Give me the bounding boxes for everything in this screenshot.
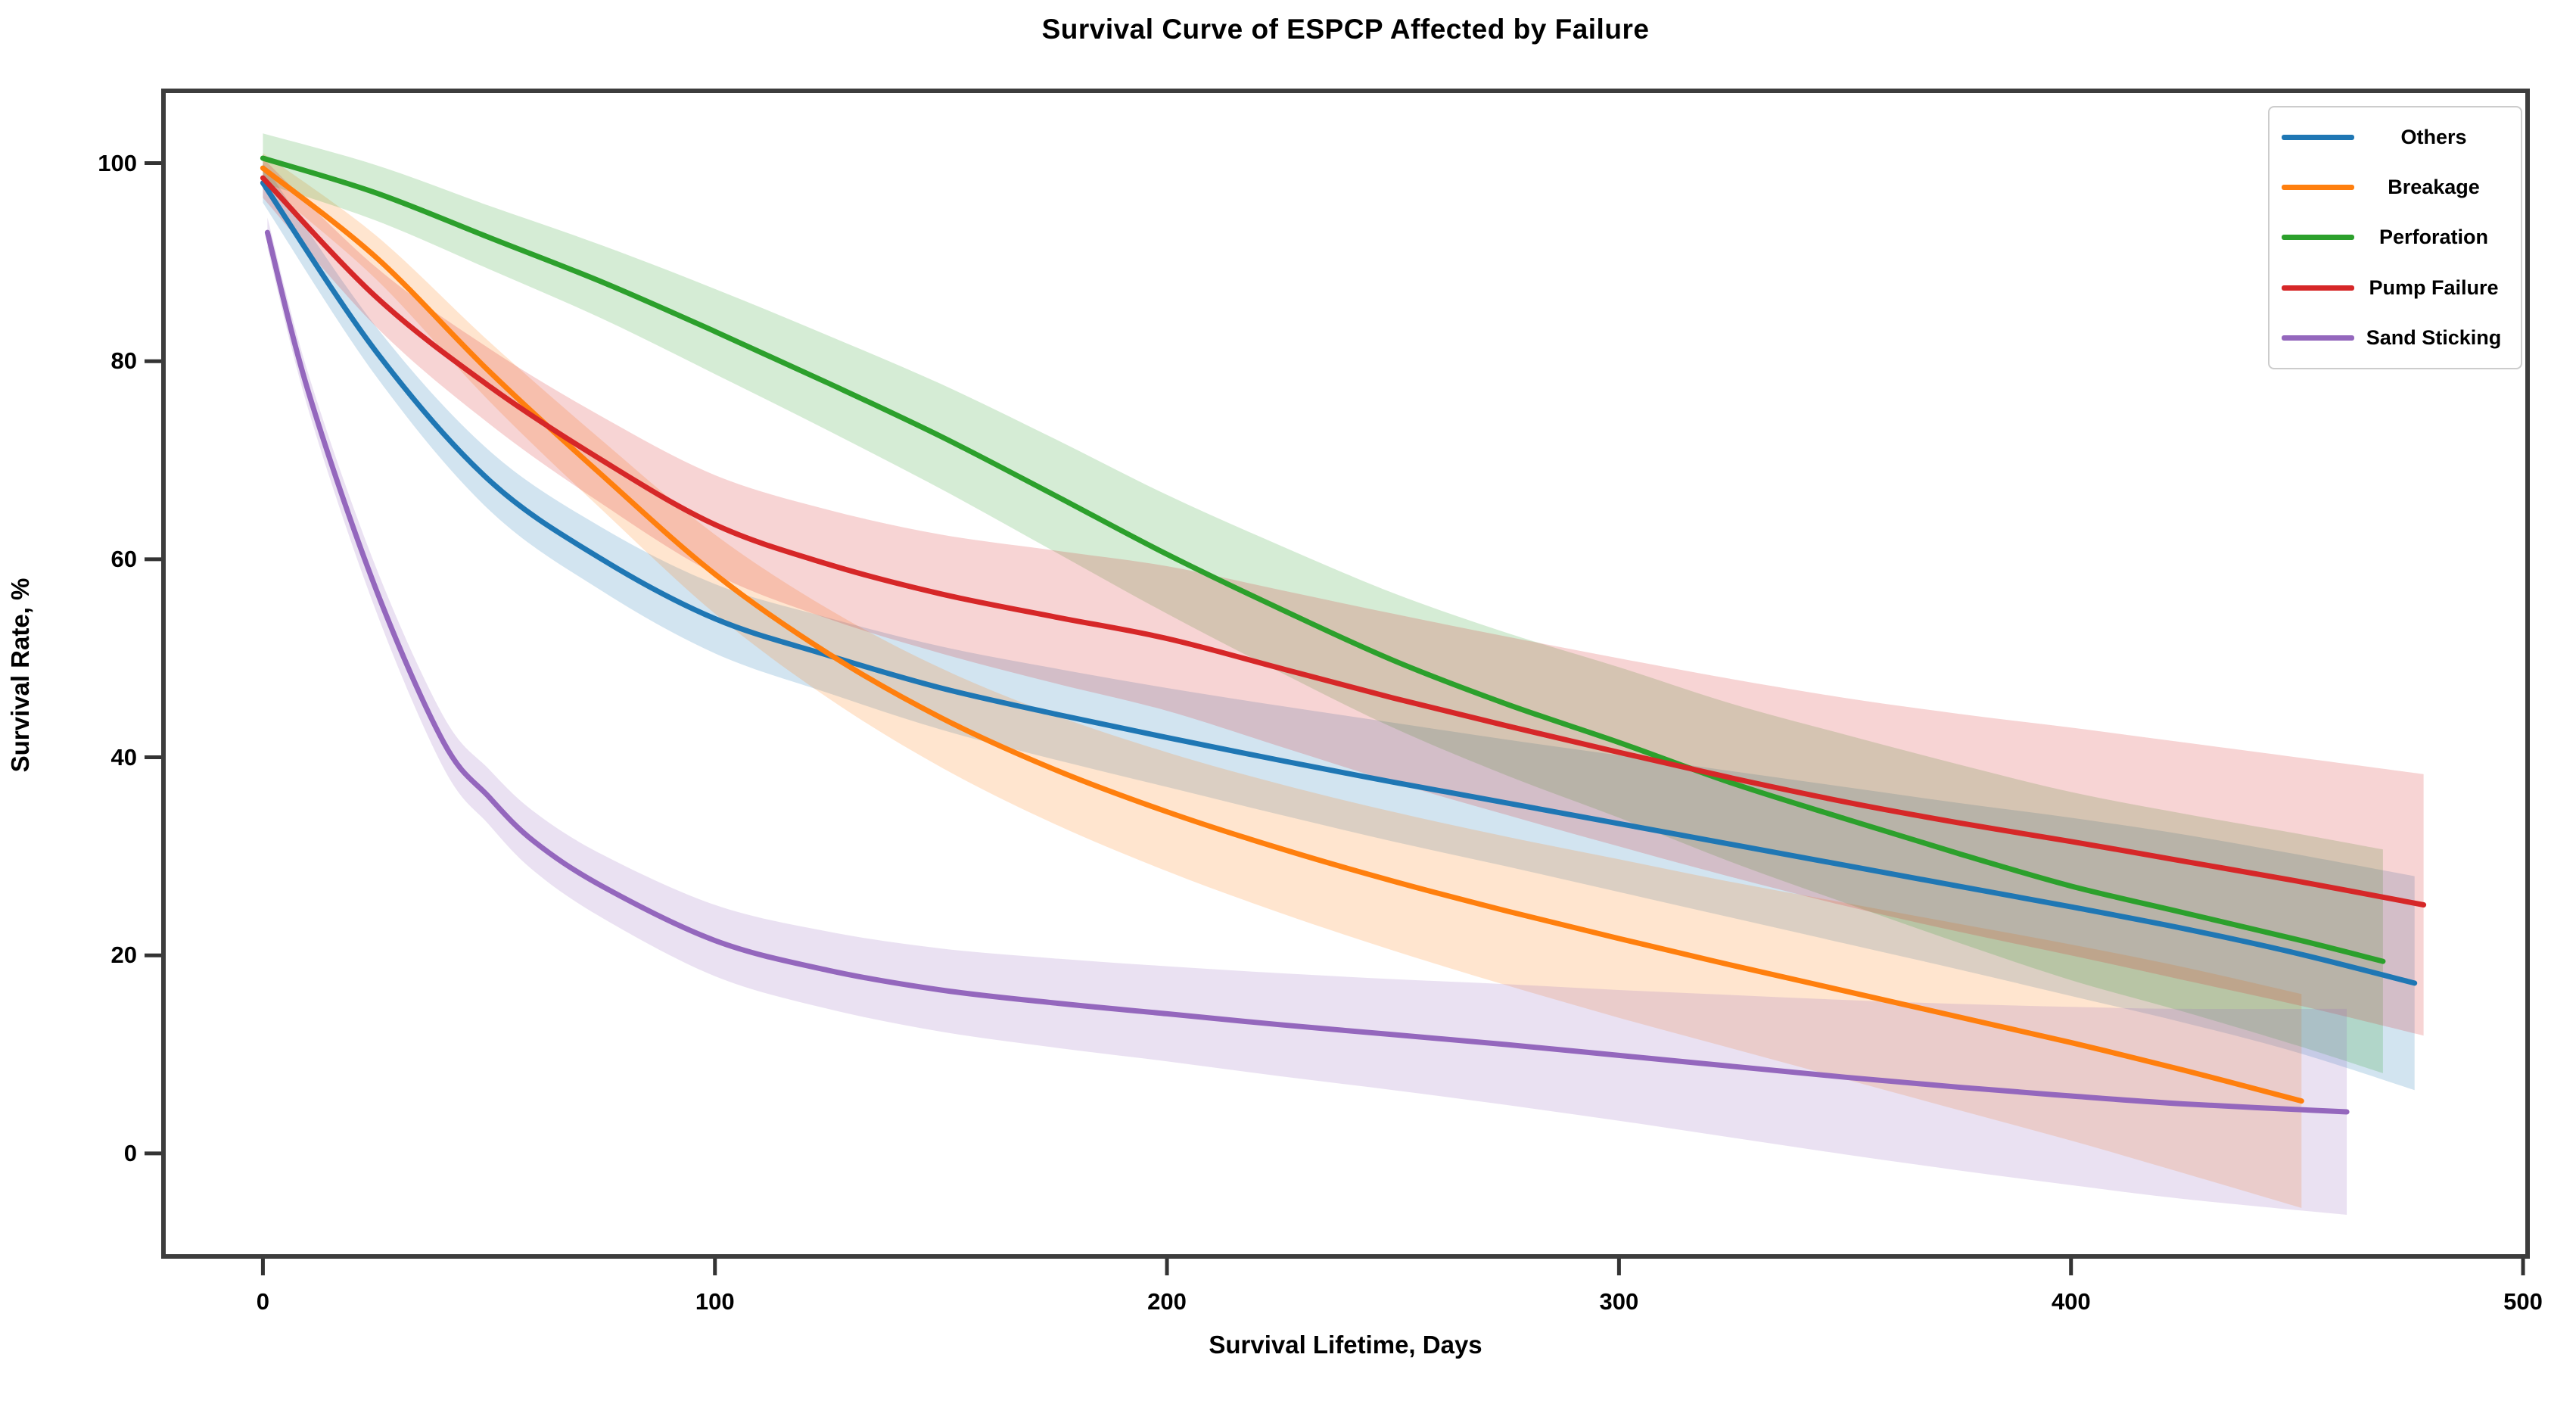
legend-item-label: Perforation — [2378, 226, 2489, 249]
series-line-perforation — [260, 155, 2386, 964]
y-tick-label: 60 — [110, 545, 137, 572]
x-tick-label: 400 — [2051, 1288, 2091, 1315]
legend-item-label: Others — [2400, 125, 2467, 148]
series-band-pump-failure — [263, 158, 2424, 1036]
y-tick-label: 40 — [110, 743, 137, 771]
plot-border — [161, 89, 2530, 1259]
legend-item-label: Sand Sticking — [2366, 326, 2502, 350]
legend-line-swatch — [2282, 235, 2354, 241]
x-tick-label: 500 — [2503, 1288, 2543, 1315]
y-axis-label: Survival Rate, % — [6, 578, 34, 773]
legend-item-breakage: Breakage — [2270, 176, 2521, 199]
x-tick-label: 100 — [695, 1288, 735, 1315]
series-band-sand-sticking — [267, 217, 2347, 1215]
legend-line-swatch — [2282, 185, 2354, 191]
x-tick-label: 0 — [256, 1288, 270, 1315]
legend-line-swatch — [2282, 285, 2354, 291]
x-tick-label: 200 — [1147, 1288, 1187, 1315]
legend-item-label: Breakage — [2388, 176, 2480, 199]
series-line-breakage — [260, 165, 2304, 1104]
x-axis-label: Survival Lifetime, Days — [1209, 1331, 1482, 1359]
legend-item-label: Pump Failure — [2369, 276, 2499, 299]
legend: Others Breakage Perforation Pump Failure San… — [2268, 106, 2522, 369]
legend-item-pump-failure: Pump Failure — [2270, 276, 2521, 300]
y-tick-label: 100 — [98, 149, 137, 176]
series-line-pump-failure — [260, 175, 2427, 908]
legend-line-swatch — [2282, 335, 2354, 341]
y-tick-label: 0 — [123, 1139, 137, 1166]
series-band-others — [263, 163, 2415, 1091]
x-tick-label: 300 — [1599, 1288, 1639, 1315]
legend-item-perforation: Perforation — [2270, 226, 2521, 249]
y-tick-label: 80 — [110, 347, 137, 375]
series-line-others — [260, 180, 2418, 986]
series-band-breakage — [263, 153, 2302, 1208]
legend-item-sand-sticking: Sand Sticking — [2270, 326, 2521, 350]
y-tick-label: 20 — [110, 942, 137, 969]
legend-line-swatch — [2282, 134, 2354, 140]
chart-title: Survival Curve of ESPCP Affected by Fail… — [1041, 14, 1650, 45]
legend-item-others: Others — [2270, 126, 2521, 149]
series-line-sand-sticking — [264, 229, 2350, 1115]
